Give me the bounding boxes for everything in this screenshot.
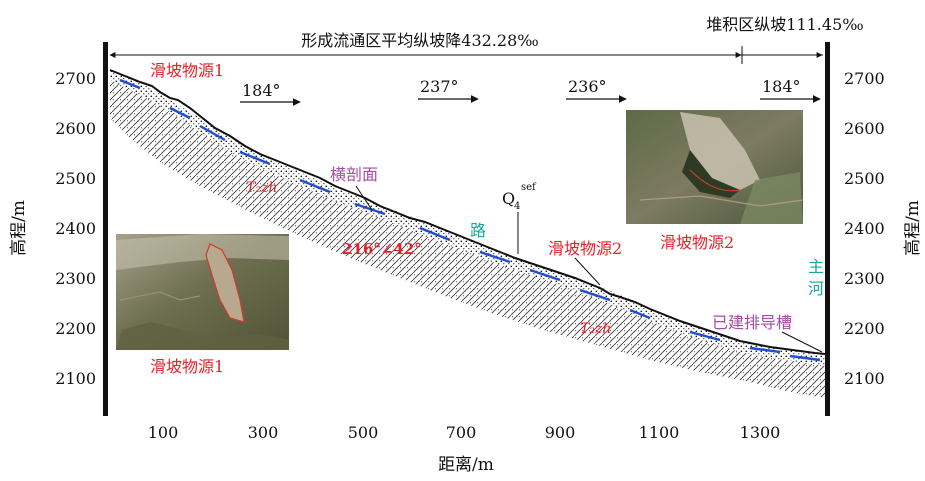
bedrock-layer — [110, 80, 825, 398]
photo-2-inset — [626, 110, 804, 224]
y-tick: 2300 — [844, 269, 885, 288]
x-tick: 100 — [148, 423, 179, 442]
y-axis-label-right: 高程/m — [903, 200, 923, 256]
deposit-sub: 4 — [514, 201, 520, 212]
y-tick: 2100 — [844, 369, 885, 388]
right-frame-bar — [825, 42, 830, 416]
flow-zone-label: 形成流通区平均纵坡降432.28‰ — [301, 31, 538, 50]
y-tick: 2400 — [55, 219, 96, 238]
cross-section-label: 横剖面 — [330, 165, 378, 184]
y-tick: 2600 — [844, 119, 885, 138]
x-ticks: 100 300 500 700 900 1100 1300 — [148, 423, 781, 442]
y-tick: 2200 — [844, 319, 885, 338]
cross-section-leader — [355, 185, 373, 211]
y-tick: 2700 — [844, 69, 885, 88]
landslide-source-2-leader — [574, 257, 601, 286]
drain-channel-leader — [781, 331, 823, 353]
y-axis-label-left: 高程/m — [9, 200, 29, 256]
direction-label: 184° — [242, 81, 281, 100]
accumulation-zone-label: 堆积区纵坡111.45‰ — [706, 15, 863, 34]
deposit-symbol: Q 4 sef — [502, 182, 537, 212]
main-river-label-2: 河 — [808, 279, 824, 298]
ground-profile — [109, 69, 826, 355]
x-axis-label: 距离/m — [438, 455, 494, 475]
photo-1-inset — [116, 234, 289, 350]
landslide-source-1-label: 滑坡物源1 — [150, 61, 224, 80]
x-tick: 700 — [446, 423, 477, 442]
landslide-source-2-label: 滑坡物源2 — [548, 239, 622, 258]
x-tick: 300 — [248, 423, 279, 442]
direction-arrows: 184° 237° 236° 184° — [240, 77, 821, 106]
deposit-sup: sef — [521, 182, 537, 193]
y-tick: 2600 — [55, 119, 96, 138]
formation-label-1: T₂zh — [246, 180, 277, 196]
y-tick: 2700 — [55, 69, 96, 88]
road-label: 路 — [470, 221, 486, 240]
direction-label: 236° — [568, 77, 607, 96]
y-tick: 2500 — [844, 169, 885, 188]
y-ticks-right: 2700 2600 2500 2400 2300 2200 2100 — [844, 69, 885, 388]
y-tick: 2100 — [55, 369, 96, 388]
x-tick: 1300 — [740, 423, 781, 442]
y-tick: 2400 — [844, 219, 885, 238]
main-river-label-1: 主 — [808, 257, 824, 276]
deposit-base: Q — [502, 189, 515, 208]
x-tick: 900 — [545, 423, 576, 442]
direction-label: 237° — [420, 77, 459, 96]
bedding-attitude-label: 216°∠42° — [342, 240, 422, 258]
y-tick: 2500 — [55, 169, 96, 188]
left-frame-bar — [103, 42, 108, 416]
x-tick: 1100 — [639, 423, 680, 442]
photo-1-caption: 滑坡物源1 — [150, 357, 224, 376]
x-tick: 500 — [348, 423, 379, 442]
direction-label: 184° — [762, 77, 801, 96]
photo-2-caption: 滑坡物源2 — [660, 233, 734, 252]
y-tick: 2200 — [55, 319, 96, 338]
formation-label-2: T₂zh — [580, 321, 611, 337]
y-ticks-left: 2700 2600 2500 2400 2300 2200 2100 — [55, 69, 96, 388]
y-tick: 2300 — [55, 269, 96, 288]
drain-channel-label: 已建排导槽 — [712, 313, 792, 332]
blue-line-segments — [119, 78, 821, 362]
